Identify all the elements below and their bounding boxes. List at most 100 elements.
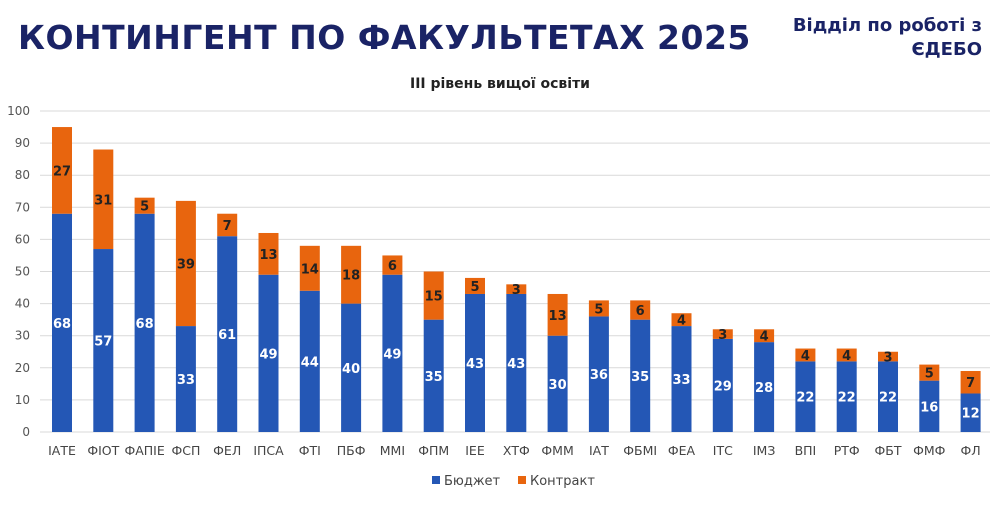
x-tick-label: ФПМ bbox=[418, 443, 449, 458]
x-tick-label: ІМЗ bbox=[753, 443, 776, 458]
data-label: 30 bbox=[549, 378, 567, 393]
x-tick-label: ІПСА bbox=[253, 443, 284, 458]
data-label: 4 bbox=[801, 349, 810, 364]
bar-budget bbox=[134, 213, 155, 432]
bar-contract bbox=[299, 245, 320, 291]
bar-contract bbox=[175, 200, 196, 327]
data-label: 15 bbox=[425, 290, 443, 305]
bar-budget bbox=[258, 274, 279, 432]
bar-budget bbox=[754, 342, 775, 432]
data-label: 6 bbox=[636, 304, 645, 319]
data-label: 14 bbox=[301, 262, 319, 277]
bar-budget bbox=[175, 326, 196, 432]
data-label: 49 bbox=[383, 347, 401, 362]
data-label: 29 bbox=[714, 379, 732, 394]
x-tick-label: ВПІ bbox=[795, 443, 817, 458]
x-tick-label: ІАТЕ bbox=[48, 443, 76, 458]
data-label: 4 bbox=[842, 349, 851, 364]
bar-budget bbox=[506, 293, 527, 432]
y-tick-label: 20 bbox=[15, 361, 30, 375]
y-tick-label: 30 bbox=[15, 329, 30, 343]
x-tick-label: ММІ bbox=[380, 443, 405, 458]
data-label: 4 bbox=[677, 314, 686, 329]
data-label: 12 bbox=[962, 407, 980, 422]
bar-budget bbox=[960, 393, 981, 432]
y-tick-label: 100 bbox=[7, 104, 30, 118]
data-label: 3 bbox=[512, 283, 521, 298]
legend-label: Бюджет bbox=[444, 474, 501, 489]
data-label: 40 bbox=[342, 362, 360, 377]
x-tick-label: ФЕЛ bbox=[213, 443, 241, 458]
data-label: 16 bbox=[920, 400, 938, 415]
department-label: Відділ по роботі з ЄДЕБО bbox=[792, 15, 982, 60]
bar-contract bbox=[217, 213, 238, 237]
data-label: 36 bbox=[590, 368, 608, 383]
data-label: 68 bbox=[136, 317, 154, 332]
data-label: 18 bbox=[342, 269, 360, 284]
bar-contract bbox=[341, 245, 362, 304]
bar-contract bbox=[630, 300, 651, 320]
bar-contract bbox=[836, 348, 857, 362]
data-label: 22 bbox=[796, 391, 814, 406]
x-tick-label: ІАТ bbox=[589, 443, 609, 458]
x-tick-label: ХТФ bbox=[503, 443, 530, 458]
data-label: 33 bbox=[672, 373, 690, 388]
bar-contract bbox=[423, 271, 444, 320]
data-label: 5 bbox=[925, 367, 934, 382]
data-label: 4 bbox=[760, 330, 769, 345]
bar-contract bbox=[878, 351, 898, 362]
bar-contract bbox=[960, 371, 981, 394]
data-label: 5 bbox=[470, 280, 479, 295]
x-tick-label: ФБТ bbox=[875, 443, 902, 458]
data-label: 44 bbox=[301, 355, 319, 370]
bar-budget bbox=[341, 303, 362, 432]
legend-label: Контракт bbox=[530, 474, 595, 489]
bar-budget bbox=[878, 361, 898, 432]
y-tick-label: 0 bbox=[22, 425, 30, 439]
bar-budget bbox=[547, 335, 568, 432]
y-tick-label: 80 bbox=[15, 168, 30, 182]
y-tick-label: 40 bbox=[15, 297, 30, 311]
bar-contract bbox=[52, 127, 72, 214]
data-label: 33 bbox=[177, 373, 195, 388]
y-tick-label: 90 bbox=[15, 136, 30, 150]
data-label: 6 bbox=[388, 259, 397, 274]
bar-budget bbox=[795, 361, 816, 432]
data-label: 31 bbox=[94, 193, 112, 208]
chart-title: III рівень вищої освіти bbox=[409, 76, 590, 92]
x-tick-label: ФІОТ bbox=[87, 443, 119, 458]
bar-contract bbox=[588, 300, 609, 317]
bar-budget bbox=[836, 361, 857, 432]
data-label: 35 bbox=[631, 370, 649, 385]
bar-contract bbox=[712, 329, 733, 339]
bar-contract bbox=[382, 255, 403, 275]
x-tick-label: ФММ bbox=[541, 443, 573, 458]
data-label: 68 bbox=[53, 317, 71, 332]
bar-contract bbox=[134, 197, 155, 214]
bar-contract bbox=[919, 364, 940, 381]
data-label: 22 bbox=[879, 391, 897, 406]
data-label: 35 bbox=[425, 370, 443, 385]
x-tick-label: ПБФ bbox=[337, 443, 366, 458]
data-label: 57 bbox=[94, 335, 112, 350]
x-tick-label: ФЕА bbox=[668, 443, 696, 458]
y-tick-label: 10 bbox=[15, 393, 30, 407]
bar-budget bbox=[93, 249, 114, 432]
bar-contract bbox=[671, 313, 692, 327]
data-label: 28 bbox=[755, 381, 773, 396]
bar-contract bbox=[547, 293, 568, 336]
data-label: 49 bbox=[259, 347, 277, 362]
legend-swatch bbox=[518, 476, 526, 484]
data-label: 22 bbox=[838, 391, 856, 406]
bar-budget bbox=[919, 380, 940, 432]
data-label: 7 bbox=[966, 376, 975, 391]
data-label: 43 bbox=[466, 357, 484, 372]
bar-budget bbox=[217, 236, 238, 432]
x-tick-label: ІЕЕ bbox=[465, 443, 485, 458]
y-tick-label: 70 bbox=[15, 200, 30, 214]
x-tick-label: ФТІ bbox=[299, 443, 321, 458]
bar-budget bbox=[52, 213, 72, 432]
bar-contract bbox=[754, 329, 775, 343]
y-tick-label: 50 bbox=[15, 265, 30, 279]
